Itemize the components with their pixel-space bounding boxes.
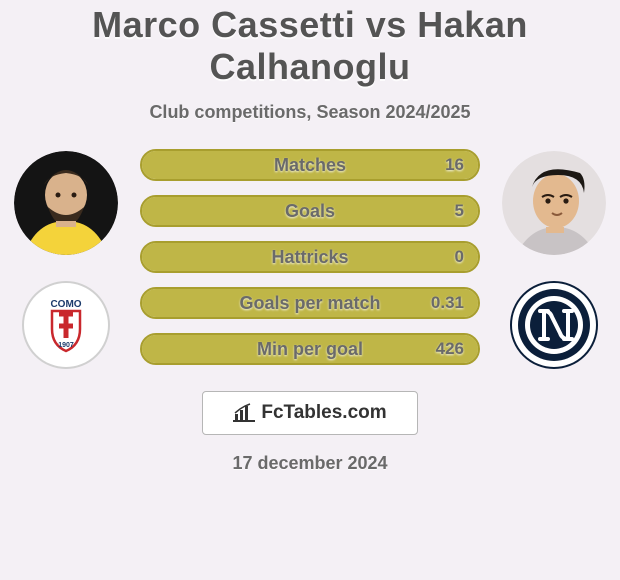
club-right-logo-graphic bbox=[510, 281, 598, 369]
stat-bar-fill-right bbox=[142, 197, 478, 225]
club-left-logo-graphic: COMO 1907 bbox=[22, 281, 110, 369]
player-left-avatar bbox=[14, 151, 118, 255]
svg-text:1907: 1907 bbox=[58, 342, 74, 349]
left-column: COMO 1907 bbox=[6, 151, 126, 369]
right-column bbox=[494, 151, 614, 369]
brand-text: FcTables.com bbox=[261, 402, 386, 424]
stat-bar-fill-right bbox=[142, 335, 478, 363]
stat-bars: Matches16 Goals5 Hattricks0 Goals per match… bbox=[126, 149, 494, 365]
stat-bar-fill-right bbox=[142, 151, 478, 179]
brand-badge: FcTables.com bbox=[202, 391, 418, 435]
main-row: COMO 1907 Matches16 Goals5 Hattricks0 Goals… bbox=[0, 151, 620, 369]
stat-bar-fill-right bbox=[142, 243, 478, 271]
stat-bar: Goals5 bbox=[140, 195, 480, 227]
stat-bar: Matches16 bbox=[140, 149, 480, 181]
club-right-logo bbox=[510, 281, 598, 369]
chart-icon bbox=[233, 403, 255, 423]
stat-bar-fill-right bbox=[142, 289, 478, 317]
page-subtitle: Club competitions, Season 2024/2025 bbox=[0, 102, 620, 123]
stat-bar: Hattricks0 bbox=[140, 241, 480, 273]
player-left-avatar-graphic bbox=[14, 151, 118, 255]
date-line: 17 december 2024 bbox=[0, 453, 620, 474]
page-title: Marco Cassetti vs Hakan Calhanoglu bbox=[0, 4, 620, 88]
stat-bar: Min per goal426 bbox=[140, 333, 480, 365]
svg-text:COMO: COMO bbox=[50, 299, 81, 310]
comparison-card: Marco Cassetti vs Hakan Calhanoglu Club … bbox=[0, 0, 620, 580]
club-left-logo: COMO 1907 bbox=[22, 281, 110, 369]
stat-bar: Goals per match0.31 bbox=[140, 287, 480, 319]
player-right-avatar-graphic bbox=[502, 151, 606, 255]
player-right-avatar bbox=[502, 151, 606, 255]
